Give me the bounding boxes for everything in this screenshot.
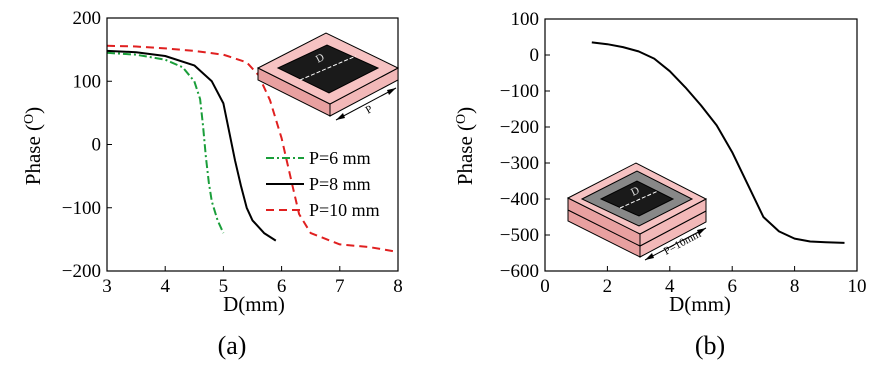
panel-a-series-line-1 bbox=[106, 49, 277, 242]
panel-b-ytick-label: 100 bbox=[511, 9, 540, 30]
panel-b-ytick-label: −500 bbox=[500, 225, 539, 246]
panel-b: 0 2 4 6 8 10 100 0 −100 −200 −300 −400 −500 −600 D P=… bbox=[453, 9, 867, 360]
panel-a: 3 4 5 6 7 8 200 100 0 −100 −200 D P P=6 mm P=8 mm bbox=[21, 8, 403, 360]
panel-b-ytick-label: 0 bbox=[530, 45, 540, 66]
panel-b-xtick-label: 8 bbox=[790, 276, 800, 297]
panel-a-inset-p-label: P bbox=[364, 103, 375, 116]
panel-b-xtick-label: 6 bbox=[727, 276, 737, 297]
legend-label-p6: P=6 mm bbox=[309, 148, 371, 168]
panel-a-ytick-label: −100 bbox=[62, 198, 101, 219]
panel-b-xtick-label: 4 bbox=[665, 276, 675, 297]
panel-a-ylabel: Phase (O) bbox=[21, 107, 45, 185]
panel-a-ytick-label: 100 bbox=[73, 71, 102, 92]
panel-a-legend: P=6 mm P=8 mm P=10 mm bbox=[266, 148, 380, 220]
panel-b-xtick-label: 0 bbox=[540, 276, 550, 297]
panel-b-ytick-label: −400 bbox=[500, 189, 539, 210]
panel-a-xlabel: D(mm) bbox=[223, 292, 285, 316]
panel-b-ticks: 0 2 4 6 8 10 100 0 −100 −200 −300 −400 −500 −600 bbox=[500, 9, 867, 297]
panel-a-ticks: 3 4 5 6 7 8 200 100 0 −100 −200 bbox=[62, 8, 403, 297]
panel-b-plot-frame bbox=[544, 18, 858, 272]
panel-b-ytick-label: −100 bbox=[500, 81, 539, 102]
panel-b-unit-cell-inset: D P=10mm bbox=[566, 162, 708, 261]
panel-a-xtick-label: 3 bbox=[102, 276, 112, 297]
panel-a-xtick-label: 7 bbox=[335, 276, 345, 297]
panel-b-label: (b) bbox=[695, 331, 725, 360]
panel-b-series bbox=[591, 41, 845, 244]
panel-b-xtick-label: 2 bbox=[603, 276, 613, 297]
panel-a-xtick-label: 6 bbox=[277, 276, 287, 297]
panel-a-unit-cell-inset: D P bbox=[256, 32, 400, 121]
panel-a-series bbox=[106, 44, 399, 253]
panel-b-series-line-0 bbox=[591, 41, 845, 244]
panel-b-ytick-label: −200 bbox=[500, 117, 539, 138]
legend-label-p8: P=8 mm bbox=[309, 174, 371, 194]
panel-b-ytick-label: −600 bbox=[500, 261, 539, 282]
panel-b-xlabel: D(mm) bbox=[669, 292, 731, 316]
panel-a-series-line-0 bbox=[106, 51, 225, 234]
panel-a-ytick-label: 200 bbox=[73, 8, 102, 29]
panel-a-label: (a) bbox=[218, 331, 247, 360]
panel-b-xtick-label: 10 bbox=[848, 276, 867, 297]
panel-a-ytick-label: 0 bbox=[92, 135, 102, 156]
panel-a-xtick-label: 5 bbox=[219, 276, 229, 297]
legend-label-p10: P=10 mm bbox=[309, 200, 380, 220]
panel-a-xtick-label: 8 bbox=[393, 276, 403, 297]
panel-a-ytick-label: −200 bbox=[62, 261, 101, 282]
panel-b-ylabel: Phase (O) bbox=[453, 107, 477, 185]
panel-b-ytick-label: −300 bbox=[500, 153, 539, 174]
panel-a-xtick-label: 4 bbox=[160, 276, 170, 297]
